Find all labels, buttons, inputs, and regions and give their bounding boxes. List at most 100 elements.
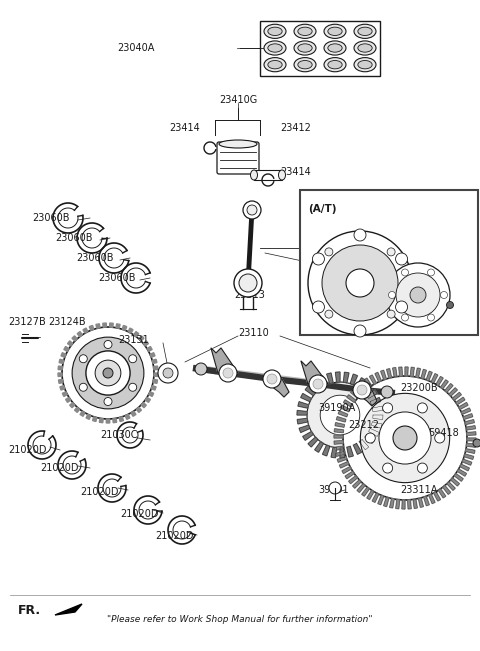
Text: 23414: 23414 <box>169 123 200 133</box>
Polygon shape <box>456 397 465 405</box>
Polygon shape <box>119 417 123 421</box>
Ellipse shape <box>358 61 372 69</box>
Polygon shape <box>364 378 372 387</box>
Circle shape <box>387 310 395 318</box>
Circle shape <box>62 327 154 419</box>
Circle shape <box>441 292 447 299</box>
Ellipse shape <box>268 44 282 52</box>
Polygon shape <box>459 402 468 409</box>
Polygon shape <box>62 392 67 396</box>
Circle shape <box>393 426 417 450</box>
Text: 21020D: 21020D <box>120 509 158 519</box>
Polygon shape <box>334 441 343 444</box>
Polygon shape <box>445 383 453 393</box>
Polygon shape <box>305 386 315 396</box>
Polygon shape <box>460 464 469 471</box>
Circle shape <box>312 253 324 265</box>
Circle shape <box>308 231 412 335</box>
Polygon shape <box>145 397 150 402</box>
Text: 23226B: 23226B <box>375 290 413 300</box>
Polygon shape <box>413 499 417 508</box>
Text: 23513: 23513 <box>234 290 265 300</box>
Polygon shape <box>457 469 467 476</box>
Polygon shape <box>300 393 312 402</box>
Circle shape <box>103 368 113 378</box>
Polygon shape <box>336 417 346 422</box>
Text: 23110: 23110 <box>238 328 269 338</box>
Text: 23212: 23212 <box>348 420 379 430</box>
Polygon shape <box>106 419 110 423</box>
Polygon shape <box>298 402 309 408</box>
Ellipse shape <box>298 61 312 69</box>
Circle shape <box>307 382 373 448</box>
Polygon shape <box>93 417 97 421</box>
Circle shape <box>312 301 324 313</box>
Circle shape <box>243 201 261 219</box>
Polygon shape <box>378 495 384 505</box>
Circle shape <box>247 205 257 215</box>
Circle shape <box>320 395 360 435</box>
Polygon shape <box>60 385 65 390</box>
Circle shape <box>383 463 393 473</box>
Polygon shape <box>416 368 420 378</box>
Polygon shape <box>297 411 307 415</box>
Ellipse shape <box>298 44 312 52</box>
Polygon shape <box>152 359 157 363</box>
Polygon shape <box>367 490 374 499</box>
Circle shape <box>410 287 426 303</box>
Polygon shape <box>323 445 330 456</box>
Polygon shape <box>59 380 63 383</box>
Circle shape <box>223 368 233 378</box>
Polygon shape <box>463 414 473 419</box>
Ellipse shape <box>278 170 286 180</box>
Ellipse shape <box>324 57 346 72</box>
Polygon shape <box>150 353 155 357</box>
Text: 23412: 23412 <box>280 123 311 133</box>
Polygon shape <box>55 604 82 615</box>
Circle shape <box>343 376 467 500</box>
Polygon shape <box>410 367 414 376</box>
Polygon shape <box>308 437 318 447</box>
Polygon shape <box>466 449 475 453</box>
Polygon shape <box>327 373 333 383</box>
Polygon shape <box>103 323 107 327</box>
Polygon shape <box>357 484 365 492</box>
Polygon shape <box>393 368 397 377</box>
Polygon shape <box>462 459 472 465</box>
Polygon shape <box>80 411 85 416</box>
Text: FR.: FR. <box>18 603 41 616</box>
Polygon shape <box>58 373 62 376</box>
Ellipse shape <box>268 61 282 69</box>
Polygon shape <box>99 419 103 422</box>
Polygon shape <box>345 471 354 478</box>
Circle shape <box>354 325 366 337</box>
Circle shape <box>435 433 444 443</box>
Polygon shape <box>319 376 326 387</box>
Circle shape <box>79 355 87 363</box>
Polygon shape <box>375 372 381 381</box>
Polygon shape <box>360 381 367 391</box>
Polygon shape <box>299 425 310 432</box>
Text: 23200B: 23200B <box>400 383 438 393</box>
Circle shape <box>388 292 396 299</box>
Circle shape <box>381 386 393 398</box>
Polygon shape <box>125 414 130 419</box>
Polygon shape <box>419 498 423 507</box>
Circle shape <box>219 364 237 382</box>
Text: 21030C: 21030C <box>100 430 137 440</box>
Polygon shape <box>334 435 343 438</box>
Polygon shape <box>370 375 376 384</box>
Polygon shape <box>362 383 372 393</box>
Text: 21020D: 21020D <box>8 445 47 455</box>
Polygon shape <box>372 406 383 411</box>
Polygon shape <box>113 419 117 422</box>
Circle shape <box>401 269 408 276</box>
Polygon shape <box>467 443 476 447</box>
Polygon shape <box>372 493 379 503</box>
Ellipse shape <box>264 57 286 72</box>
Ellipse shape <box>264 24 286 38</box>
Polygon shape <box>352 390 377 406</box>
Polygon shape <box>154 373 158 376</box>
Polygon shape <box>70 402 75 408</box>
Polygon shape <box>340 448 345 458</box>
